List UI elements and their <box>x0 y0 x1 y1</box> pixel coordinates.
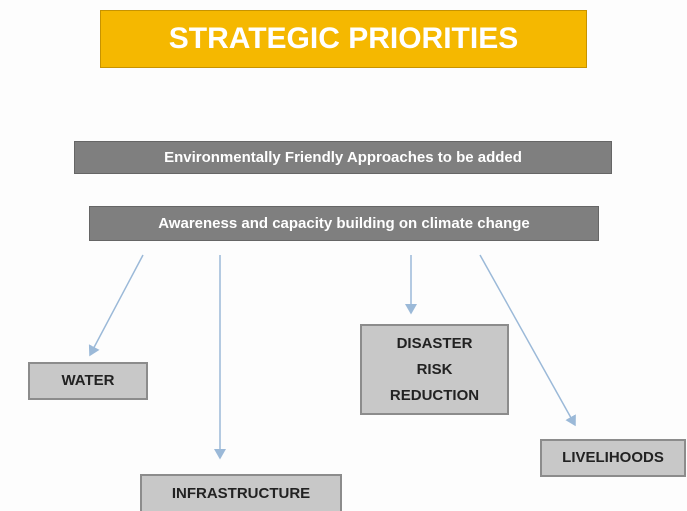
arrow <box>479 254 576 427</box>
node: DISASTER RISK REDUCTION <box>360 324 509 415</box>
bar: Awareness and capacity building on clima… <box>89 206 599 241</box>
node: INFRASTRUCTURE <box>140 474 342 511</box>
title: STRATEGIC PRIORITIES <box>100 10 587 68</box>
bar: Environmentally Friendly Approaches to b… <box>74 141 612 174</box>
node: LIVELIHOODS <box>540 439 686 477</box>
node: WATER <box>28 362 148 400</box>
arrow <box>88 254 144 357</box>
